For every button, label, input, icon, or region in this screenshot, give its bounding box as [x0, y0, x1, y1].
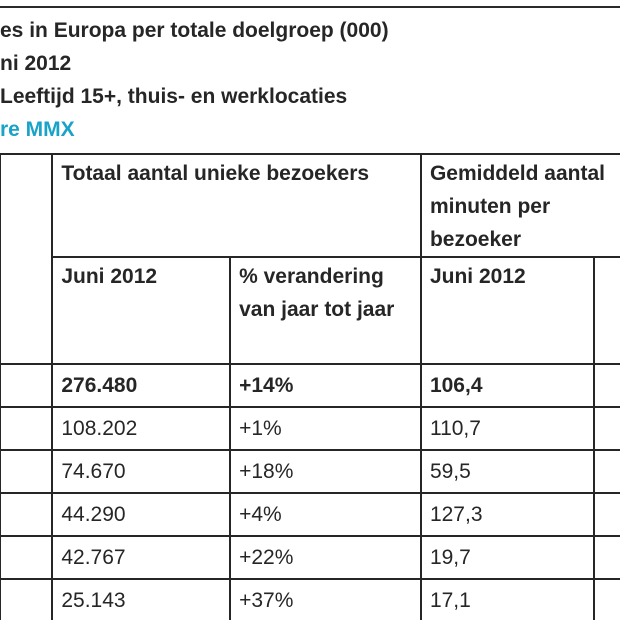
total-cell: 74.670 — [51, 449, 232, 494]
site-cell — [0, 406, 54, 451]
table-row: 42.767 +22% 19,7 — [0, 535, 620, 580]
avg-cell: 127,3 — [419, 492, 596, 537]
avg-minutes-header: Gemiddeld aantal minuten per bezoeker — [419, 153, 620, 258]
table-row: 74.670 +18% 59,5 — [0, 449, 620, 494]
top-rule — [0, 6, 620, 8]
total-unique-header: Totaal aantal unieke bezoekers — [51, 153, 422, 258]
avg-cell: 19,7 — [419, 535, 596, 580]
site-cell — [0, 535, 54, 580]
change-cell: +4% — [229, 492, 422, 537]
data-table: Totaal aantal unieke bezoekers Gemiddeld… — [0, 153, 620, 620]
total-cell: 25.143 — [51, 578, 232, 620]
sub-header-row: Juni 2012 % verandering van jaar tot jaa… — [0, 256, 620, 365]
total-cell: 276.480 — [51, 363, 232, 408]
total-cell: 44.290 — [51, 492, 232, 537]
table-source: re MMX — [0, 118, 75, 141]
table-row: 25.143 +37% 17,1 — [0, 578, 620, 620]
table-period: ni 2012 — [0, 52, 72, 75]
avg-cell: 110,7 — [419, 406, 596, 451]
avg-cell: 59,5 — [419, 449, 596, 494]
table-audience: Leeftijd 15+, thuis- en werklocaties — [0, 85, 348, 108]
site-cell — [0, 449, 54, 494]
change-cell: +37% — [229, 578, 422, 620]
site-cell — [0, 363, 54, 408]
site-cell — [0, 578, 54, 620]
table-row: 44.290 +4% 127,3 — [0, 492, 620, 537]
extra-cell — [593, 492, 620, 537]
change-cell: +22% — [229, 535, 422, 580]
site-header-cell — [0, 153, 54, 365]
total-cell: 108.202 — [51, 406, 232, 451]
table-row: 276.480 +14% 106,4 — [0, 363, 620, 408]
extra-cell — [593, 449, 620, 494]
change-cell: +18% — [229, 449, 422, 494]
yoy-change-header: % verandering van jaar tot jaar — [229, 256, 422, 365]
extra-header-cell — [593, 256, 620, 365]
total-cell: 42.767 — [51, 535, 232, 580]
extra-cell — [593, 406, 620, 451]
change-cell: +1% — [229, 406, 422, 451]
extra-cell — [593, 535, 620, 580]
table-title: es in Europa per totale doelgroep (000) — [0, 19, 389, 42]
avg-cell: 17,1 — [419, 578, 596, 620]
group-header-row: Totaal aantal unieke bezoekers Gemiddeld… — [0, 153, 620, 365]
extra-cell — [593, 363, 620, 408]
avg-cell: 106,4 — [419, 363, 596, 408]
june-2012-header: Juni 2012 — [51, 256, 232, 365]
table-row: 108.202 +1% 110,7 — [0, 406, 620, 451]
change-cell: +14% — [229, 363, 422, 408]
june-2012-header-b: Juni 2012 — [419, 256, 596, 365]
site-cell — [0, 492, 54, 537]
extra-cell — [593, 578, 620, 620]
